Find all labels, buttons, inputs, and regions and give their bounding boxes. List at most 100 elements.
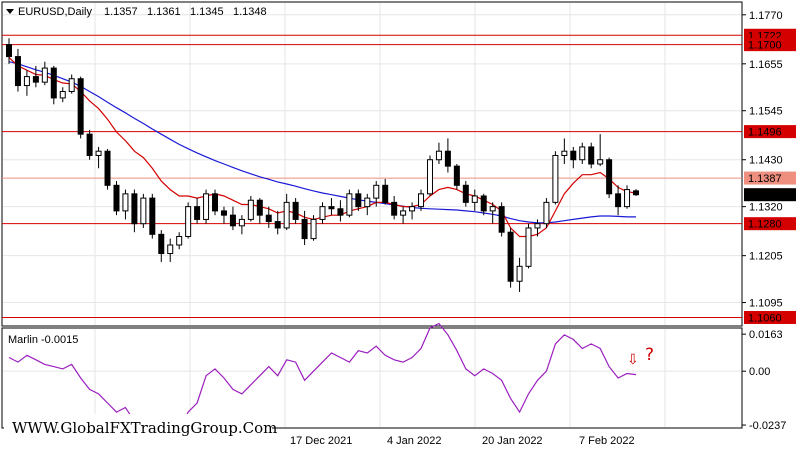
candle-body[interactable] bbox=[185, 206, 192, 237]
candle-body[interactable] bbox=[167, 244, 174, 255]
candle-body[interactable] bbox=[328, 206, 335, 210]
close-value: 1.1348 bbox=[233, 6, 267, 18]
candle-body[interactable] bbox=[283, 201, 290, 229]
price-tick-label: 1.1430 bbox=[749, 155, 783, 167]
candle-body[interactable] bbox=[274, 221, 281, 229]
candle-body[interactable] bbox=[14, 56, 21, 87]
candle-body[interactable] bbox=[140, 197, 147, 225]
candle-body[interactable] bbox=[498, 206, 505, 233]
slow-ma-line bbox=[8, 61, 636, 224]
candle-body[interactable] bbox=[606, 159, 613, 195]
indicator-tick-label: 0.00 bbox=[749, 366, 770, 378]
candle-body[interactable] bbox=[382, 184, 389, 203]
candle-body[interactable] bbox=[68, 78, 75, 93]
candle-body[interactable] bbox=[507, 231, 514, 282]
candle-body[interactable] bbox=[256, 199, 263, 216]
candle-body[interactable] bbox=[149, 197, 156, 235]
candle-body[interactable] bbox=[588, 146, 595, 165]
candle-body[interactable] bbox=[247, 199, 254, 220]
candles bbox=[6, 38, 639, 292]
candle-body[interactable] bbox=[355, 193, 362, 208]
candle-body[interactable] bbox=[418, 193, 425, 208]
candle-body[interactable] bbox=[400, 210, 407, 216]
candle-body[interactable] bbox=[77, 78, 84, 135]
candle-body[interactable] bbox=[391, 201, 398, 216]
level-label-box bbox=[744, 171, 796, 185]
symbol-header: EURUSD,Daily 1.1357 1.1361 1.1345 1.1348 bbox=[6, 6, 267, 18]
candle-body[interactable] bbox=[534, 223, 541, 229]
indicator-pane[interactable] bbox=[1, 327, 743, 429]
price-pane[interactable] bbox=[1, 1, 743, 327]
candle-body[interactable] bbox=[95, 150, 102, 156]
candle-body[interactable] bbox=[435, 150, 442, 161]
candle-body[interactable] bbox=[543, 201, 550, 225]
candle-body[interactable] bbox=[444, 150, 451, 167]
candle-body[interactable] bbox=[462, 184, 469, 203]
candle-body[interactable] bbox=[229, 214, 236, 227]
candle-body[interactable] bbox=[615, 193, 622, 208]
candle-body[interactable] bbox=[310, 218, 317, 240]
candle-body[interactable] bbox=[104, 150, 111, 186]
candle-body[interactable] bbox=[471, 195, 478, 203]
candle-body[interactable] bbox=[480, 195, 487, 212]
candle-body[interactable] bbox=[516, 265, 523, 282]
level-label: 1.1700 bbox=[748, 40, 782, 52]
candle-body[interactable] bbox=[453, 165, 460, 186]
candle-body[interactable] bbox=[633, 190, 639, 196]
candle-body[interactable] bbox=[158, 233, 165, 255]
marlin-path bbox=[8, 322, 637, 436]
candle-body[interactable] bbox=[131, 193, 138, 225]
candle-body[interactable] bbox=[552, 154, 559, 203]
candle-body[interactable] bbox=[41, 67, 48, 83]
candle-body[interactable] bbox=[265, 214, 272, 223]
candle-body[interactable] bbox=[113, 184, 120, 212]
level-label: 1.1280 bbox=[748, 219, 782, 231]
candle-body[interactable] bbox=[59, 91, 66, 99]
candle-body[interactable] bbox=[570, 150, 577, 161]
current-price-box bbox=[744, 188, 796, 202]
collapse-triangle-icon[interactable] bbox=[6, 9, 14, 14]
candle-body[interactable] bbox=[176, 235, 183, 246]
candle-body[interactable] bbox=[525, 227, 532, 267]
price-tick-label: 1.1095 bbox=[749, 298, 783, 310]
level-labels: 1.17221.17001.14961.13871.12801.10601.13… bbox=[744, 28, 796, 324]
open-value: 1.1357 bbox=[104, 6, 138, 18]
level-label-box bbox=[744, 38, 796, 52]
candle-body[interactable] bbox=[203, 193, 210, 220]
candle-body[interactable] bbox=[292, 201, 299, 220]
candle-body[interactable] bbox=[597, 159, 604, 165]
candle-body[interactable] bbox=[194, 206, 201, 220]
candle-body[interactable] bbox=[86, 133, 93, 156]
candle-body[interactable] bbox=[6, 44, 12, 58]
candle-body[interactable] bbox=[319, 206, 326, 220]
candle-body[interactable] bbox=[32, 76, 39, 83]
time-label: 4 Jan 2022 bbox=[387, 435, 441, 447]
candle-body[interactable] bbox=[561, 150, 568, 156]
candle-body[interactable] bbox=[624, 189, 631, 208]
candle-body[interactable] bbox=[409, 206, 416, 212]
time-label: 7 Feb 2022 bbox=[579, 435, 635, 447]
candle-body[interactable] bbox=[23, 76, 30, 87]
candle-body[interactable] bbox=[346, 193, 353, 216]
indicator-title: Marlin -0.0015 bbox=[8, 334, 78, 346]
level-label: 1.1060 bbox=[748, 312, 782, 324]
candle-body[interactable] bbox=[364, 197, 371, 208]
candle-body[interactable] bbox=[337, 208, 344, 216]
candle-body[interactable] bbox=[301, 218, 308, 240]
candle-body[interactable] bbox=[212, 193, 219, 212]
price-tick-label: 1.1655 bbox=[749, 59, 783, 71]
indicator-axis: 0.0163 0.00 -0.0237 bbox=[742, 329, 786, 432]
candle-body[interactable] bbox=[238, 218, 245, 227]
level-label-box bbox=[744, 125, 796, 139]
candle-body[interactable] bbox=[489, 206, 496, 212]
candle-body[interactable] bbox=[373, 184, 380, 199]
candle-body[interactable] bbox=[50, 67, 57, 99]
candle-body[interactable] bbox=[579, 146, 586, 161]
candle-body[interactable] bbox=[122, 193, 129, 212]
candle-body[interactable] bbox=[426, 159, 433, 195]
time-label: 17 Dec 2021 bbox=[290, 435, 352, 447]
level-lines bbox=[2, 34, 742, 318]
candle-body[interactable] bbox=[220, 210, 227, 216]
